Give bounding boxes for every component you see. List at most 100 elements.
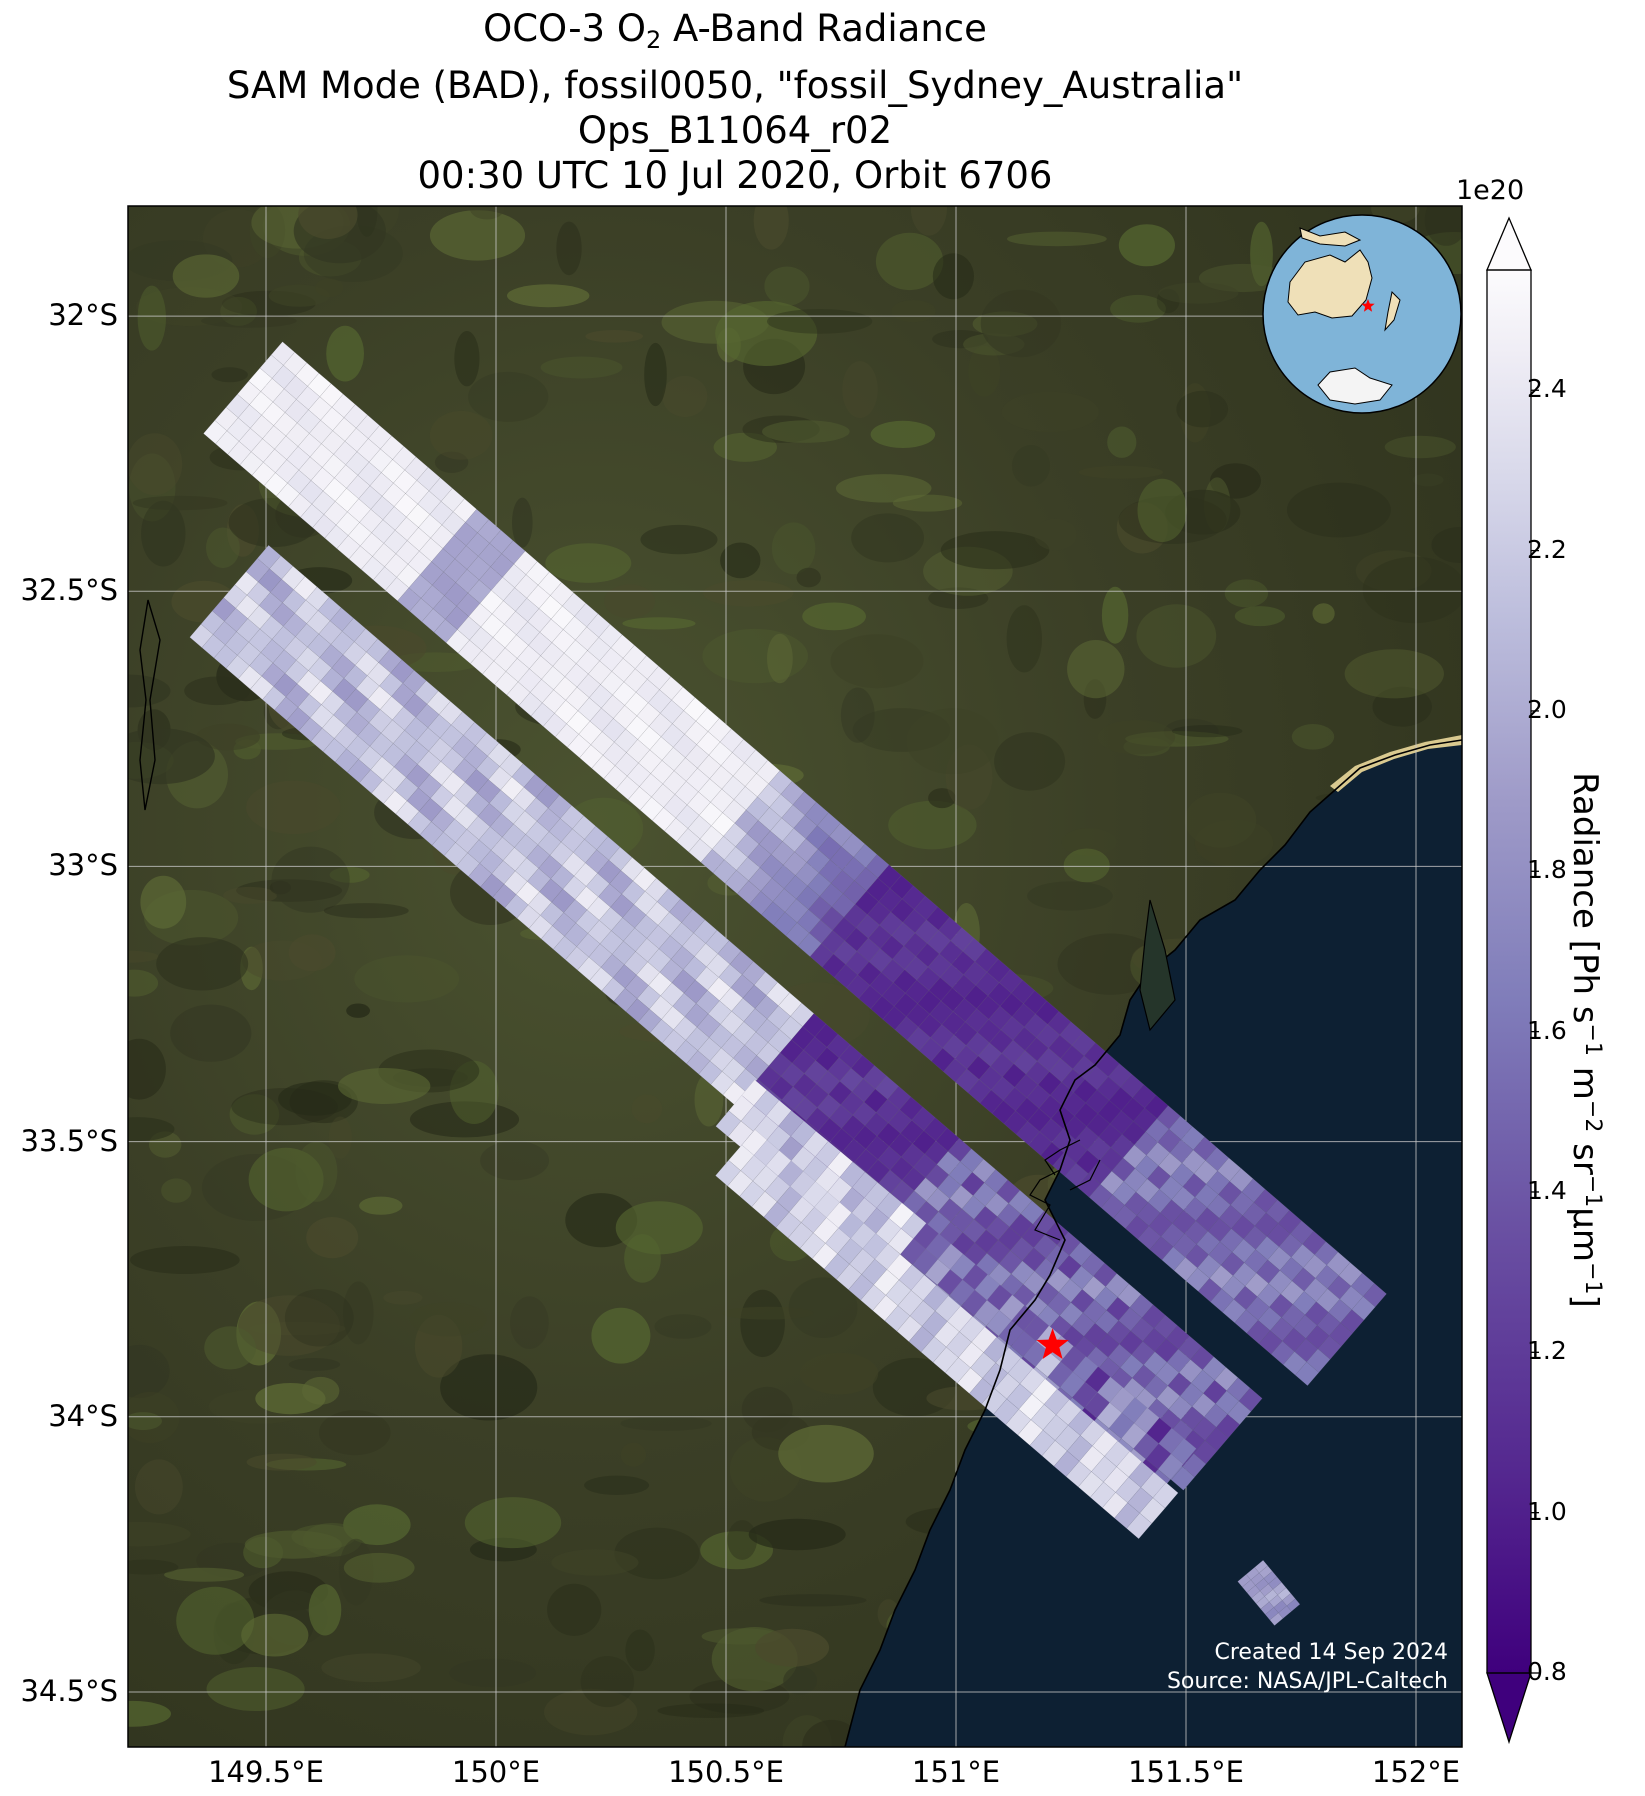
terrain-patch (329, 867, 370, 883)
terrain-patch (326, 325, 364, 382)
terrain-patch (510, 1296, 549, 1349)
map-border (127, 205, 1463, 1748)
map-frame (128, 206, 1462, 1747)
terrain-patch (928, 788, 956, 809)
terrain-patch (507, 284, 590, 308)
terrain-patch (1007, 231, 1107, 247)
colorbar-tick-label: 0.8 (1527, 1657, 1567, 1686)
radiance-swaths (189, 341, 1387, 1626)
terrain-patch (748, 1518, 846, 1551)
lat-tick-label: 32°S (48, 298, 118, 333)
terrain-patch (715, 301, 818, 366)
source-credit: Source: NASA/JPL-Caltech (1166, 1669, 1448, 1694)
terrain-patch (932, 330, 989, 349)
title-line-4: 00:30 UTC 10 Jul 2020, Orbit 6706 (417, 154, 1053, 197)
terrain-patch (346, 1003, 370, 1018)
terrain-patch (1431, 527, 1462, 563)
terrain-patch (315, 278, 344, 298)
terrain-patch (128, 1038, 166, 1100)
terrain-patch (796, 567, 821, 588)
terrain-patch (799, 1352, 879, 1395)
terrain-patch (1384, 435, 1456, 459)
terrain-patch (1286, 482, 1391, 538)
terrain-patch (356, 206, 378, 237)
terrain-patch (429, 410, 493, 460)
terrain-patch (268, 284, 330, 307)
terrain-patch (1210, 463, 1261, 499)
terrain-patch (246, 1453, 317, 1471)
terrain-patch (1362, 556, 1462, 624)
terrain-patch (1172, 725, 1243, 738)
terrain-patch (128, 433, 183, 496)
terrain-patch (1118, 224, 1175, 267)
terrain-patch (319, 1410, 391, 1456)
terrain-patch (620, 1442, 647, 1467)
terrain-patch (271, 846, 350, 913)
terrain-patch (288, 1358, 341, 1371)
terrain-patch (654, 1314, 712, 1339)
lon-tick-label: 152°E (1371, 1755, 1461, 1789)
terrain-patch (585, 330, 643, 343)
terrain-patch (1184, 792, 1257, 848)
terrain-patch (409, 1101, 520, 1138)
colorbar-tick-label: 1.2 (1527, 1336, 1567, 1366)
harbour-outline (1029, 1139, 1101, 1241)
terrain-patch (468, 371, 549, 422)
terrain-patch (968, 345, 1001, 397)
terrain-patch (1101, 586, 1129, 644)
terrain-patch (644, 342, 667, 407)
created-date: Created 14 Sep 2024 (1214, 1640, 1449, 1665)
swath-south_b (715, 1129, 1179, 1540)
globe-australia (1287, 249, 1373, 319)
terrain-patch (662, 375, 708, 418)
colorbar-label: Radiance [Ph s−1 m−2 sr−1μm−1] (1564, 772, 1606, 1308)
terrain-patch (547, 1583, 602, 1636)
terrain-patch (910, 206, 948, 236)
terrain-patch (454, 331, 480, 387)
terrain-patch (354, 955, 460, 1003)
terrain-patch (1224, 579, 1269, 608)
inset-globe (1262, 214, 1462, 414)
terrain-patch (631, 1094, 663, 1124)
terrain-patch (130, 1246, 240, 1274)
terrain-patch (1412, 473, 1444, 487)
terrain-patch (512, 497, 533, 548)
swath-pixel (1294, 1361, 1320, 1386)
terrain-patch (759, 1594, 867, 1607)
lon-tick-label: 151°E (911, 1755, 1001, 1789)
terrain-patch (788, 1277, 858, 1338)
terrain-patch (128, 1344, 170, 1399)
terrain-patch (128, 950, 159, 963)
globe-new-zealand (1384, 290, 1401, 332)
terrain-patch (1424, 206, 1462, 246)
terrain-patch (429, 210, 526, 261)
terrain-patch (137, 285, 166, 351)
swath-pixel (1126, 1512, 1153, 1540)
terrain-patch (923, 546, 1013, 596)
terrain-patch (892, 494, 963, 512)
terrain-patch (246, 780, 341, 835)
terrain-patch (622, 617, 696, 630)
terrain-patch (540, 356, 623, 379)
terrain-patch (720, 542, 761, 579)
terrain-patch (1136, 604, 1217, 668)
terrain-patch (132, 495, 228, 511)
terrain-patch (615, 1201, 703, 1255)
terrain-patch (766, 309, 873, 334)
terrain-patch (1344, 649, 1445, 699)
terrain-patch (614, 1527, 700, 1580)
terrain-patch (906, 708, 999, 775)
terrain-patch (206, 1667, 305, 1711)
globe-target-star (1361, 299, 1375, 312)
inland-water (139, 599, 161, 811)
terrain-patch (306, 1217, 359, 1259)
terrain-patch (343, 1281, 374, 1345)
terrain-patch (1250, 221, 1273, 287)
colorbar-tick-label: 1.6 (1527, 1015, 1567, 1045)
terrain-patch (764, 266, 810, 306)
terrain-patch (238, 1295, 340, 1356)
terrain-patch (551, 1549, 639, 1576)
terrain-patch (343, 1552, 415, 1583)
terrain-patch (888, 800, 977, 850)
